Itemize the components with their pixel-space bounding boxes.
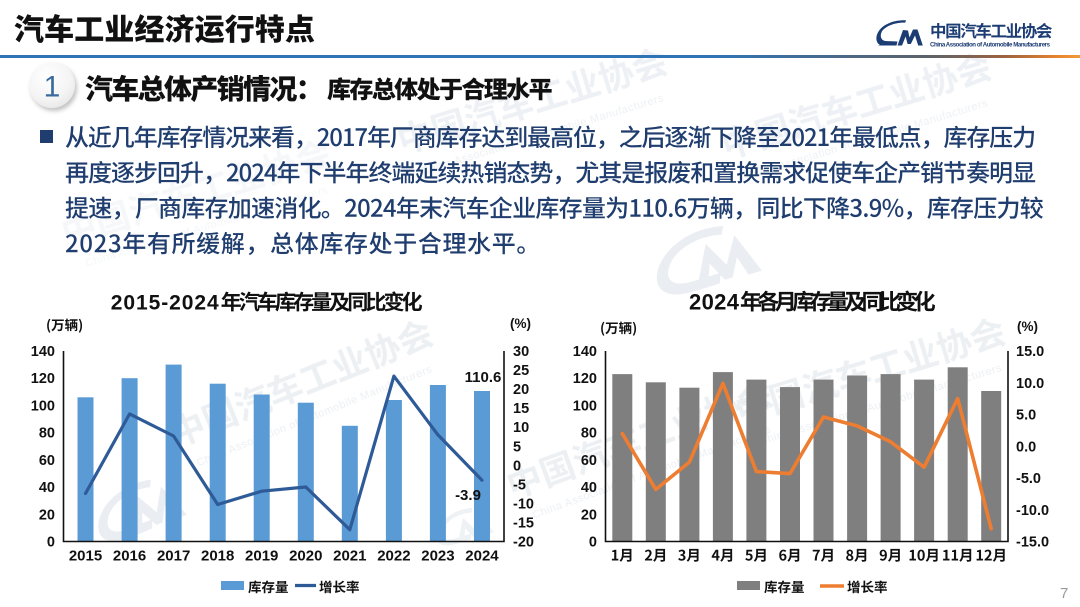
svg-text:15.0: 15.0 (1016, 344, 1044, 360)
svg-text:2024: 2024 (465, 548, 499, 565)
svg-text:40: 40 (581, 480, 597, 496)
svg-text:120: 120 (573, 371, 597, 387)
svg-text:2024: 2024 (689, 290, 740, 315)
svg-text:60: 60 (581, 453, 597, 469)
svg-text:2022: 2022 (377, 548, 410, 565)
svg-text:110.6: 110.6 (465, 369, 502, 386)
svg-text:0: 0 (47, 535, 55, 551)
svg-text:10: 10 (513, 420, 529, 436)
svg-text:30: 30 (513, 344, 529, 360)
svg-text:0.0: 0.0 (1016, 439, 1036, 455)
svg-text:10.0: 10.0 (1016, 376, 1044, 392)
svg-text:1: 1 (44, 71, 61, 104)
svg-text:2023: 2023 (421, 548, 454, 565)
svg-text:(%): (%) (1017, 319, 1038, 334)
svg-text:20: 20 (581, 507, 597, 523)
svg-text:5: 5 (513, 439, 521, 455)
svg-text:140: 140 (31, 344, 55, 360)
svg-text:-5.0: -5.0 (1016, 471, 1041, 487)
svg-text:20: 20 (39, 507, 55, 523)
svg-text:100: 100 (31, 398, 55, 414)
svg-text:15: 15 (513, 401, 529, 417)
svg-text:120: 120 (31, 371, 55, 387)
svg-text:2021: 2021 (333, 548, 366, 565)
svg-text:60: 60 (39, 453, 55, 469)
svg-text:-10: -10 (513, 496, 534, 512)
svg-text:80: 80 (581, 426, 597, 442)
svg-text:2017: 2017 (157, 548, 190, 565)
svg-text:140: 140 (573, 344, 597, 360)
svg-text:(%): (%) (510, 316, 531, 331)
svg-text:2015-2024: 2015-2024 (111, 292, 219, 315)
svg-text:2019: 2019 (245, 548, 278, 565)
svg-text:7: 7 (1060, 585, 1068, 602)
svg-text:25: 25 (513, 363, 529, 379)
svg-text:2016: 2016 (113, 548, 146, 565)
svg-text:100: 100 (573, 398, 597, 414)
svg-text:-3.9: -3.9 (455, 487, 481, 504)
svg-text:-10.0: -10.0 (1016, 503, 1049, 519)
svg-text:-15: -15 (513, 515, 534, 531)
svg-text:-20: -20 (513, 535, 534, 551)
svg-text:-15.0: -15.0 (1016, 535, 1049, 551)
svg-text:-5: -5 (513, 477, 526, 493)
svg-text:2015: 2015 (69, 548, 102, 565)
svg-text:80: 80 (39, 426, 55, 442)
svg-text:5.0: 5.0 (1016, 408, 1036, 424)
svg-text:2018: 2018 (201, 548, 234, 565)
svg-text:40: 40 (39, 480, 55, 496)
svg-text:0: 0 (589, 535, 597, 551)
svg-text:2020: 2020 (289, 548, 322, 565)
svg-text:20: 20 (513, 382, 529, 398)
svg-text:0: 0 (513, 458, 521, 474)
svg-text:China Association of Automobil: China Association of Automobile Manufact… (930, 42, 1051, 49)
